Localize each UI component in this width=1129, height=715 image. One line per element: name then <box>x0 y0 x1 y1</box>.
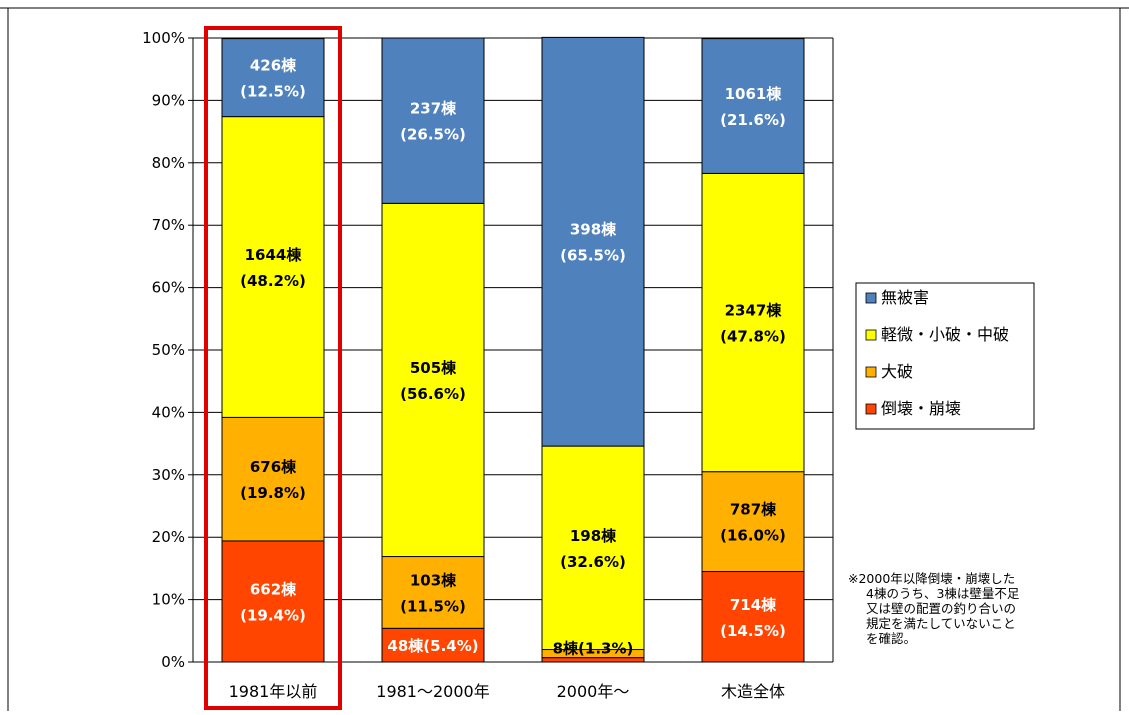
bar-segment <box>541 657 645 663</box>
note-line: を確認。 <box>866 631 916 646</box>
bar-segment <box>381 556 485 629</box>
note-line: ※2000年以降倒壊・崩壊した <box>848 571 1015 586</box>
bar-segment <box>381 37 485 204</box>
data-label: 662棟 <box>250 580 297 598</box>
y-tick-label: 40% <box>152 403 185 421</box>
y-tick-label: 70% <box>152 216 185 234</box>
data-label: 48棟(5.4%) <box>387 637 478 655</box>
data-label: 237棟 <box>410 100 457 118</box>
data-label: 714棟 <box>730 596 777 614</box>
data-label: 676棟 <box>250 458 297 476</box>
legend-label: 倒壊・崩壊 <box>881 399 961 418</box>
y-tick-label: 80% <box>152 154 185 172</box>
data-label: 103棟 <box>410 571 457 589</box>
y-tick-label: 30% <box>152 466 185 484</box>
bar-segment <box>221 38 325 118</box>
legend-label: 軽微・小破・中破 <box>881 325 1009 344</box>
data-label: 398棟 <box>570 221 617 239</box>
data-label: (48.2%) <box>240 272 306 290</box>
x-category-label: 木造全体 <box>721 682 785 701</box>
data-label: 4棟(0.7%) <box>553 668 634 686</box>
data-label: (19.4%) <box>240 606 306 624</box>
data-label: 198棟 <box>570 527 617 545</box>
bar-segment <box>541 36 645 447</box>
data-label: (11.5%) <box>400 597 466 615</box>
bar-segment <box>221 116 325 418</box>
data-label: 1644棟 <box>245 246 303 264</box>
data-label: (12.5%) <box>240 83 306 101</box>
y-tick-label: 60% <box>152 279 185 297</box>
highlight-box <box>204 26 342 710</box>
legend-label: 無被害 <box>881 288 929 307</box>
legend-swatch <box>865 292 877 304</box>
y-tick-label: 100% <box>142 29 185 47</box>
bar-segment <box>221 416 325 542</box>
data-label: 1061棟 <box>725 85 783 103</box>
bar-segment <box>701 172 805 473</box>
data-label: 787棟 <box>730 501 777 519</box>
data-label: (32.6%) <box>560 553 626 571</box>
y-tick-label: 10% <box>152 591 185 609</box>
legend-swatch <box>865 366 877 378</box>
x-category-label: 1981〜2000年 <box>376 682 489 701</box>
data-label: (21.6%) <box>720 111 786 129</box>
y-tick-label: 50% <box>152 341 185 359</box>
data-label: 2347棟 <box>725 302 783 320</box>
x-category-label: 2000年〜 <box>557 682 630 701</box>
y-tick-label: 0% <box>161 653 185 671</box>
bar-segment <box>701 571 805 663</box>
data-label: (56.6%) <box>400 385 466 403</box>
bar-segment <box>701 471 805 573</box>
bar-segment <box>381 627 485 663</box>
note-line: 規定を満たしていないこと <box>866 616 1016 631</box>
legend-label: 大破 <box>881 362 913 381</box>
note-line: 又は壁の配置の釣り合いの <box>866 601 1016 616</box>
bar-segment <box>381 202 485 558</box>
data-label: (16.0%) <box>720 527 786 545</box>
legend-swatch <box>865 403 877 415</box>
data-label: (65.5%) <box>560 247 626 265</box>
bar-segment <box>221 540 325 663</box>
y-tick-label: 90% <box>152 91 185 109</box>
data-label: (19.8%) <box>240 484 306 502</box>
bar-segment <box>541 445 645 651</box>
data-label: (47.8%) <box>720 328 786 346</box>
bar-segment <box>701 38 805 174</box>
y-tick-label: 20% <box>152 528 185 546</box>
note-line: 4棟のうち、3棟は壁量不足 <box>866 586 1020 601</box>
data-label: 505棟 <box>410 359 457 377</box>
data-label: (14.5%) <box>720 622 786 640</box>
data-label: 8棟(1.3%) <box>553 640 634 658</box>
x-category-label: 1981年以前 <box>229 682 318 701</box>
legend-swatch <box>865 329 877 341</box>
legend-box <box>855 282 1035 430</box>
data-label: 426棟 <box>250 57 297 75</box>
data-label: (26.5%) <box>400 126 466 144</box>
